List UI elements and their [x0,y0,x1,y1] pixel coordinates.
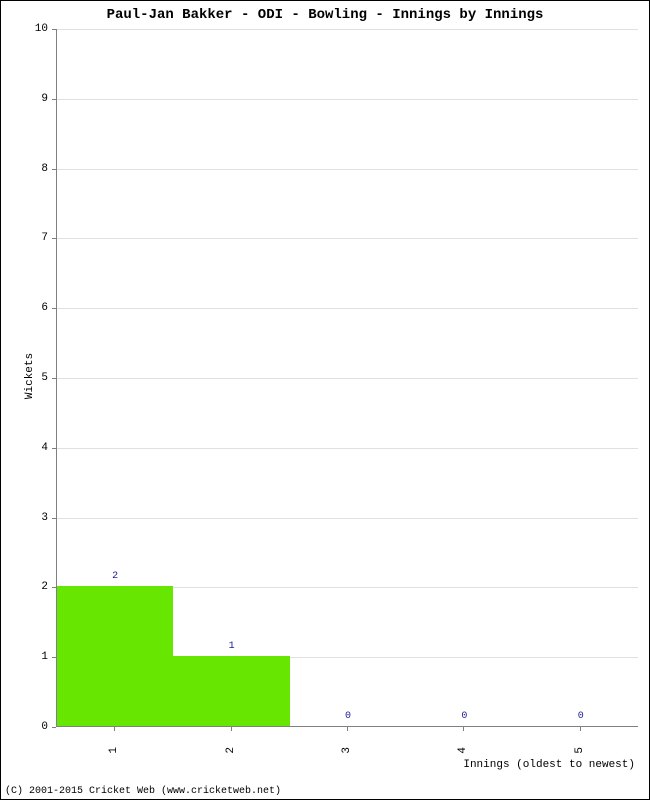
y-tick [52,518,56,519]
x-tick [231,727,232,731]
y-tick [52,657,56,658]
y-tick-label: 3 [28,512,48,524]
y-tick-label: 5 [28,372,48,384]
gridline [57,518,638,519]
x-tick-label: 4 [457,747,469,767]
y-tick [52,448,56,449]
gridline [57,238,638,239]
y-tick-label: 8 [28,163,48,175]
y-tick [52,727,56,728]
y-tick [52,378,56,379]
plot-area: 2 1 0 0 0 [56,29,638,727]
x-axis-label: Innings (oldest to newest) [463,759,635,771]
gridline [57,308,638,309]
x-tick [463,727,464,731]
y-tick-label: 6 [28,302,48,314]
bar-value-label: 0 [578,711,584,722]
x-tick [347,727,348,731]
y-tick-label: 2 [28,581,48,593]
y-tick [52,238,56,239]
gridline [57,448,638,449]
y-tick [52,99,56,100]
y-tick-label: 1 [28,651,48,663]
x-tick [114,727,115,731]
x-tick-label: 2 [225,747,237,767]
gridline [57,378,638,379]
copyright-text: (C) 2001-2015 Cricket Web (www.cricketwe… [5,786,281,797]
y-tick-label: 4 [28,442,48,454]
y-tick [52,29,56,30]
y-tick-label: 9 [28,93,48,105]
x-tick-label: 1 [108,747,120,767]
y-tick-label: 10 [28,23,48,35]
gridline [57,169,638,170]
bar-value-label: 0 [461,711,467,722]
y-tick [52,169,56,170]
bar-value-label: 1 [229,641,235,652]
bar-value-label: 2 [112,571,118,582]
gridline [57,29,638,30]
x-tick-label: 3 [341,747,353,767]
gridline [57,99,638,100]
y-tick-label: 0 [28,721,48,733]
x-tick [580,727,581,731]
x-tick-label: 5 [574,747,586,767]
chart-title: Paul-Jan Bakker - ODI - Bowling - Inning… [1,7,649,23]
bar-value-label: 0 [345,711,351,722]
bar [57,586,173,726]
chart-container: Paul-Jan Bakker - ODI - Bowling - Inning… [0,0,650,800]
y-tick [52,308,56,309]
y-tick [52,587,56,588]
bar [173,656,289,726]
y-tick-label: 7 [28,232,48,244]
